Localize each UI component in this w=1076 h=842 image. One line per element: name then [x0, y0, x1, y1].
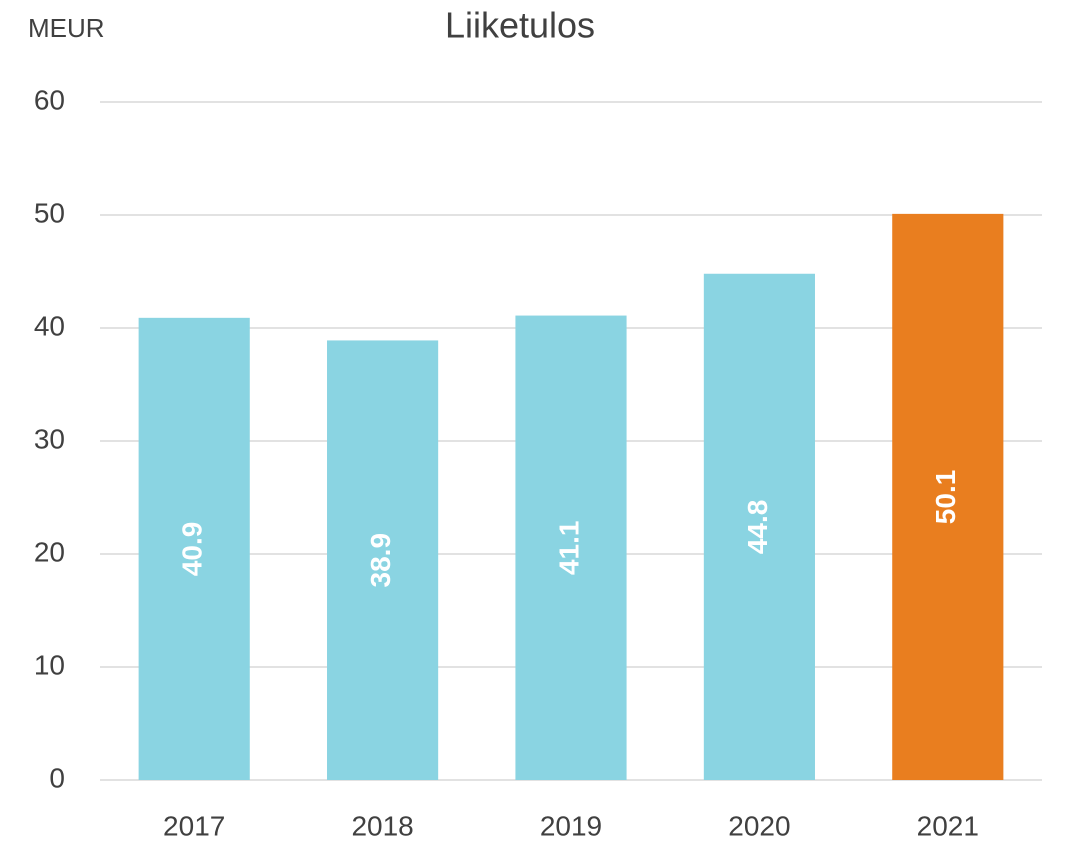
x-tick-label: 2020 [728, 810, 790, 841]
y-axis-label: MEUR [28, 13, 105, 43]
chart-title: Liiketulos [445, 5, 595, 46]
bar [138, 317, 250, 780]
y-tick-label: 20 [34, 536, 65, 567]
data-label: 50.1 [930, 470, 961, 525]
y-tick-label: 10 [34, 649, 65, 680]
x-tick-label: 2021 [917, 810, 979, 841]
y-tick-label: 50 [34, 197, 65, 228]
x-tick-label: 2019 [540, 810, 602, 841]
bar [703, 273, 815, 780]
x-tick-label: 2018 [351, 810, 413, 841]
bar [327, 340, 439, 780]
data-label: 38.9 [365, 533, 396, 588]
data-label: 40.9 [177, 522, 208, 577]
y-tick-label: 0 [49, 762, 65, 793]
data-label: 44.8 [742, 500, 773, 555]
y-tick-label: 60 [34, 84, 65, 115]
bar [892, 213, 1004, 780]
y-tick-label: 30 [34, 423, 65, 454]
data-label: 41.1 [553, 521, 584, 576]
bar [515, 315, 627, 780]
x-tick-label: 2017 [163, 810, 225, 841]
y-tick-label: 40 [34, 310, 65, 341]
